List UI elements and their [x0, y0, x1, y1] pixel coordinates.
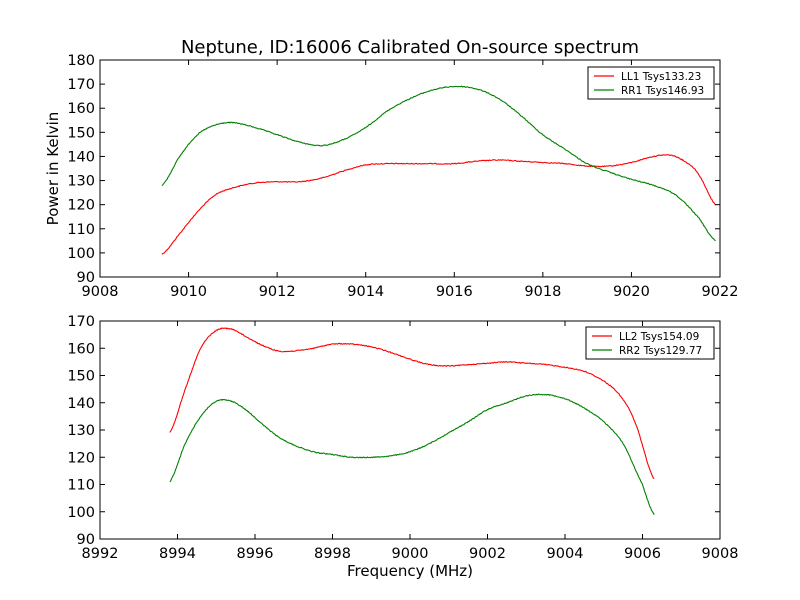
legend-box [587, 66, 715, 100]
x-tick-label: 8998 [314, 546, 351, 562]
y-tick-label: 160 [67, 101, 95, 117]
x-tick-label: 9002 [469, 546, 506, 562]
x-tick-label: 9008 [702, 546, 739, 562]
x-tick-label: 9014 [347, 284, 384, 300]
y-tick-label: 130 [67, 174, 95, 190]
top-panel: 9008 9010 9012 9014 9016 9018 9020 9022 90 100 110… [44, 53, 738, 300]
y-tick-label: 100 [67, 505, 95, 521]
x-tick-label: 9018 [524, 284, 561, 300]
y-tick-label: 180 [67, 53, 95, 69]
x-tick-label: 9004 [547, 546, 584, 562]
x-tick-label: 9006 [624, 546, 661, 562]
y-tick-label: 170 [67, 314, 95, 330]
legend-entry: RR2 Tsys129.77 [619, 345, 702, 357]
legend-entry: LL2 Tsys154.09 [619, 331, 699, 343]
y-axis-label: Power in Kelvin [44, 112, 62, 226]
x-tick-label: 9010 [170, 284, 207, 300]
y-tick-label: 170 [67, 77, 95, 93]
y-tick-label: 120 [67, 450, 95, 466]
x-tick-label: 9020 [613, 284, 650, 300]
series-line-ll2 [169, 327, 655, 480]
series-line-ll1 [161, 154, 717, 255]
y-tick-label: 140 [67, 396, 95, 412]
y-tick-label: 90 [77, 270, 95, 286]
y-tick-label: 160 [67, 341, 95, 357]
y-tick-label: 120 [67, 198, 95, 214]
x-tick-label: 8992 [82, 546, 119, 562]
x-tick-label: 8996 [237, 546, 274, 562]
legend: LL1 Tsys133.23 RR1 Tsys146.93 [587, 66, 715, 100]
y-tick-label: 90 [77, 532, 95, 548]
y-tick-label: 100 [67, 246, 95, 262]
y-tick-label: 130 [67, 423, 95, 439]
y-tick-label: 110 [67, 222, 95, 238]
x-tick-label: 9012 [259, 284, 296, 300]
chart-title: Neptune, ID:16006 Calibrated On-source s… [181, 37, 639, 58]
plot-frame [99, 59, 721, 278]
x-tick-label: 8994 [159, 546, 196, 562]
x-tick-label: 9000 [392, 546, 429, 562]
legend-entry: RR1 Tsys146.93 [621, 85, 704, 97]
legend-entry: LL1 Tsys133.23 [621, 71, 701, 83]
bottom-panel: 8992 8994 8996 8998 9000 9002 9004 9006 90089010… [67, 314, 738, 580]
x-axis-label: Frequency (MHz) [347, 562, 473, 580]
y-tick-label: 140 [67, 149, 95, 165]
legend-box [585, 326, 715, 360]
x-tick-label: 9008 [82, 284, 119, 300]
series-line-rr2 [169, 393, 655, 515]
y-tick-label: 110 [67, 478, 95, 494]
y-tick-label: 150 [67, 369, 95, 385]
legend: LL2 Tsys154.09 RR2 Tsys129.77 [585, 326, 715, 360]
x-tick-label: 9016 [436, 284, 473, 300]
series-line-rr1 [161, 85, 716, 242]
y-tick-label: 150 [67, 125, 95, 141]
x-tick-label: 9022 [702, 284, 739, 300]
